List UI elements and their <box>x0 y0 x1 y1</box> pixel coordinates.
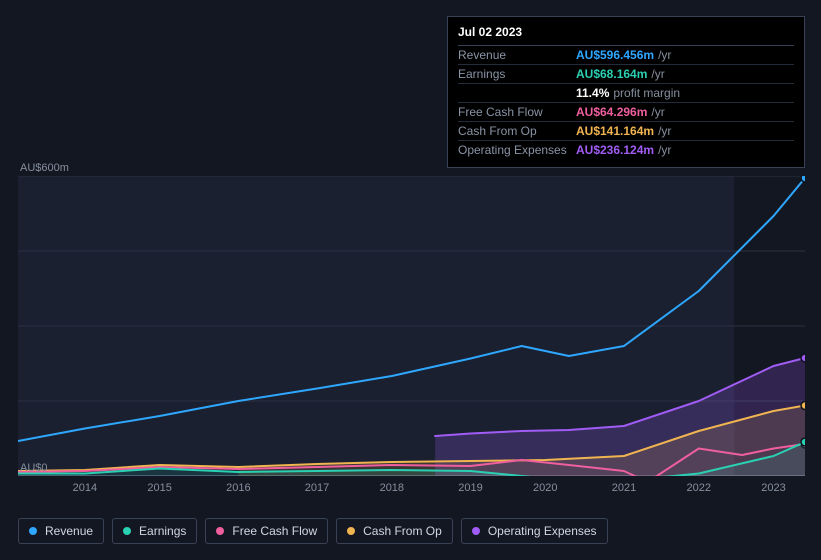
legend-item[interactable]: Operating Expenses <box>461 518 608 544</box>
legend-color-icon <box>123 527 131 535</box>
chart-container: Jul 02 2023 RevenueAU$596.456m/yrEarning… <box>0 0 821 560</box>
legend-color-icon <box>29 527 37 535</box>
legend-item[interactable]: Cash From Op <box>336 518 453 544</box>
legend-label: Earnings <box>139 524 186 538</box>
tooltip-row-label: Earnings <box>458 67 576 81</box>
tooltip-row-label: Free Cash Flow <box>458 105 576 119</box>
tooltip-row: Free Cash FlowAU$64.296m/yr <box>458 103 794 122</box>
y-axis-label: AU$0 <box>20 462 48 474</box>
legend-color-icon <box>472 527 480 535</box>
x-axis-label: 2015 <box>147 482 171 494</box>
tooltip-row: EarningsAU$68.164m/yr <box>458 65 794 84</box>
x-axis-label: 2018 <box>380 482 404 494</box>
x-axis-label: 2023 <box>761 482 785 494</box>
tooltip-row: RevenueAU$596.456m/yr <box>458 46 794 65</box>
tooltip-row: 11.4%profit margin <box>458 84 794 103</box>
legend-item[interactable]: Earnings <box>112 518 197 544</box>
tooltip-row: Operating ExpensesAU$236.124m/yr <box>458 141 794 159</box>
tooltip-row: Cash From OpAU$141.164m/yr <box>458 122 794 141</box>
tooltip-row-label: Operating Expenses <box>458 143 576 157</box>
tooltip-row-value: AU$141.164m/yr <box>576 124 671 138</box>
tooltip-row-value: AU$68.164m/yr <box>576 67 665 81</box>
legend-item[interactable]: Free Cash Flow <box>205 518 328 544</box>
tooltip-row-value: AU$596.456m/yr <box>576 48 671 62</box>
legend-item[interactable]: Revenue <box>18 518 104 544</box>
legend-color-icon <box>216 527 224 535</box>
x-axis-label: 2022 <box>687 482 711 494</box>
x-axis-label: 2017 <box>305 482 329 494</box>
x-axis-label: 2021 <box>612 482 636 494</box>
x-axis-label: 2016 <box>226 482 250 494</box>
chart-plot[interactable] <box>18 176 805 476</box>
legend-label: Free Cash Flow <box>232 524 317 538</box>
tooltip-row-label: Cash From Op <box>458 124 576 138</box>
tooltip-row-value: AU$64.296m/yr <box>576 105 665 119</box>
chart-tooltip: Jul 02 2023 RevenueAU$596.456m/yrEarning… <box>447 16 805 168</box>
x-axis: 2014 2015 2016 2017 2018 2019 2020 2021 2022 2023 <box>18 482 805 498</box>
y-axis-label: AU$600m <box>20 162 69 174</box>
x-axis-label: 2020 <box>533 482 557 494</box>
tooltip-date: Jul 02 2023 <box>458 23 794 46</box>
legend-label: Cash From Op <box>363 524 442 538</box>
tooltip-row-label: Revenue <box>458 48 576 62</box>
line-chart-svg <box>18 176 805 476</box>
tooltip-row-value: 11.4%profit margin <box>576 86 680 100</box>
x-axis-label: 2014 <box>73 482 97 494</box>
tooltip-row-label <box>458 86 576 100</box>
chart-legend: Revenue Earnings Free Cash Flow Cash From O… <box>18 518 608 544</box>
legend-color-icon <box>347 527 355 535</box>
legend-label: Revenue <box>45 524 93 538</box>
tooltip-row-value: AU$236.124m/yr <box>576 143 671 157</box>
legend-label: Operating Expenses <box>488 524 597 538</box>
x-axis-label: 2019 <box>458 482 482 494</box>
